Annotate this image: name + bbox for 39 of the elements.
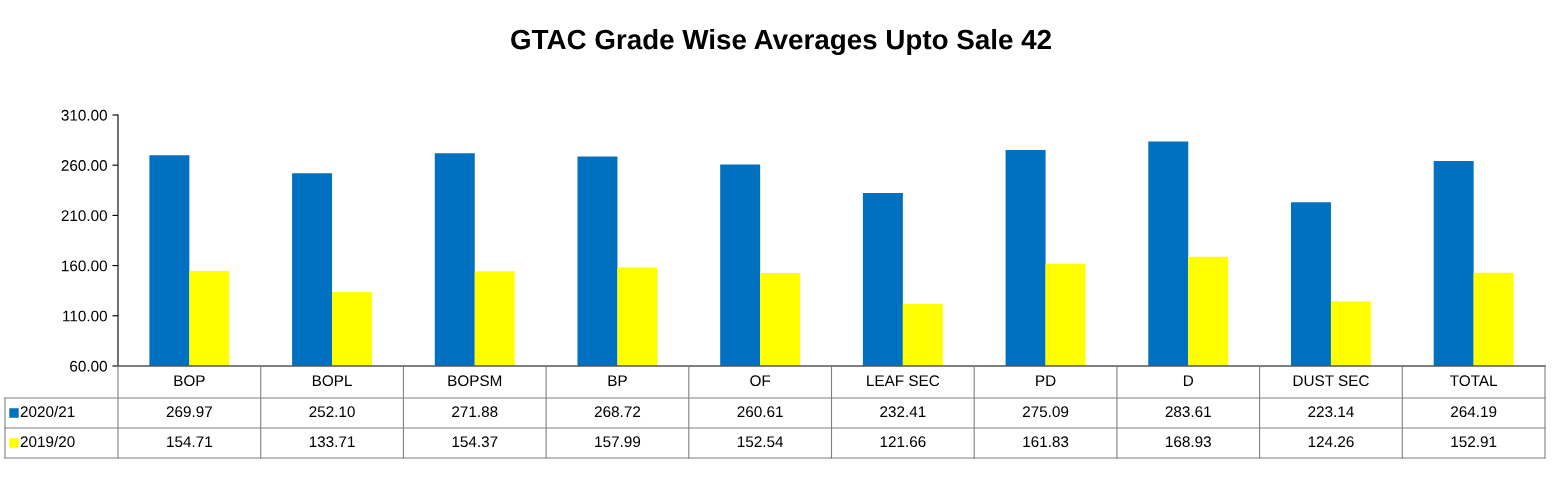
data-label: 161.83	[1023, 436, 1069, 448]
data-label: 154.37	[452, 436, 498, 448]
data-label: 152.54	[737, 436, 784, 448]
x-tick-label: BP	[608, 375, 627, 386]
y-tick-label: 160.00	[62, 260, 107, 272]
legend-label: 2020/21	[20, 405, 75, 418]
data-label: 152.91	[1451, 436, 1497, 448]
y-tick-label: 210.00	[61, 210, 107, 222]
x-tick-label: LEAF SEC	[867, 375, 940, 387]
data-label: 157.99	[595, 436, 641, 448]
data-label: 264.19	[1451, 406, 1497, 418]
x-tick-label: BOPSM	[448, 375, 502, 387]
data-label: 283.61	[1165, 406, 1211, 418]
x-tick-label: DUST SEC	[1293, 375, 1369, 387]
data-label: 260.61	[737, 406, 783, 418]
y-tick-label: 310.00	[61, 109, 107, 121]
x-tick-label: OF	[750, 375, 771, 387]
y-tick-label: 60.00	[70, 360, 107, 372]
data-label: 269.97	[166, 406, 212, 418]
data-label: 121.66	[880, 436, 926, 448]
x-tick-label: D	[1183, 375, 1194, 386]
y-tick-label: 110.00	[63, 310, 107, 322]
y-tick-label: 260.00	[61, 160, 107, 171]
data-label: 168.93	[1166, 436, 1211, 448]
data-label: 271.88	[452, 406, 498, 418]
x-tick-label: BOP	[174, 375, 205, 387]
chart-title: GTAC Grade Wise Averages Upto Sale 42	[511, 28, 1051, 56]
x-tick-label: TOTAL	[1450, 375, 1498, 387]
data-label: 133.71	[309, 436, 355, 448]
data-label: 252.10	[309, 406, 355, 418]
data-label: 124.26	[1308, 436, 1354, 448]
data-label: 268.72	[594, 406, 641, 418]
legend-label: 2019/20	[20, 435, 75, 448]
data-label: 232.41	[880, 406, 926, 418]
data-label: 275.09	[1022, 406, 1069, 418]
x-tick-label: PD	[1036, 375, 1056, 386]
data-label: 223.14	[1308, 406, 1354, 418]
x-tick-label: BOPL	[312, 375, 352, 387]
data-label: 154.71	[167, 436, 212, 448]
